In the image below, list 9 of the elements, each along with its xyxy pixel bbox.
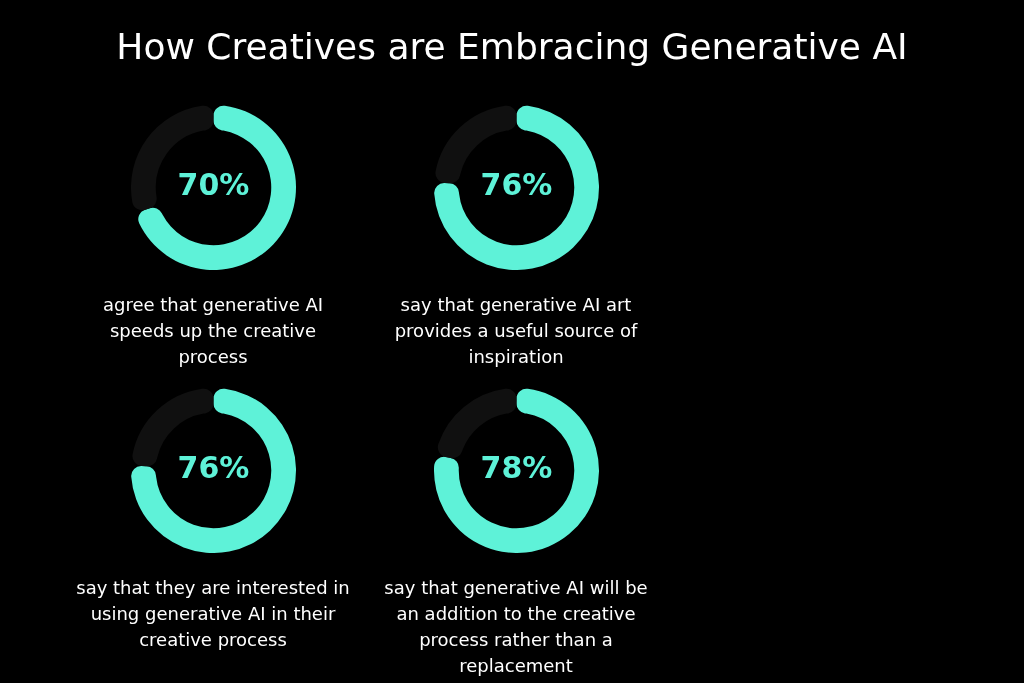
data-label: 76% — [480, 167, 552, 203]
text: agree that generative AI speeds up the creative process — [101, 293, 325, 369]
data-label: 70% — [177, 167, 249, 203]
text: say that generative AI will be an addition to the creative process rather than a replacement — [383, 576, 649, 678]
data-label: 78% — [480, 450, 552, 486]
data-label: 76% — [177, 450, 249, 486]
text: say that generative AI art provides a useful source of inspiration — [393, 293, 639, 369]
text: How Creatives are Embracing Generative AI — [115, 26, 909, 67]
text: say that they are interested in using generative AI in their creative process — [75, 576, 351, 652]
